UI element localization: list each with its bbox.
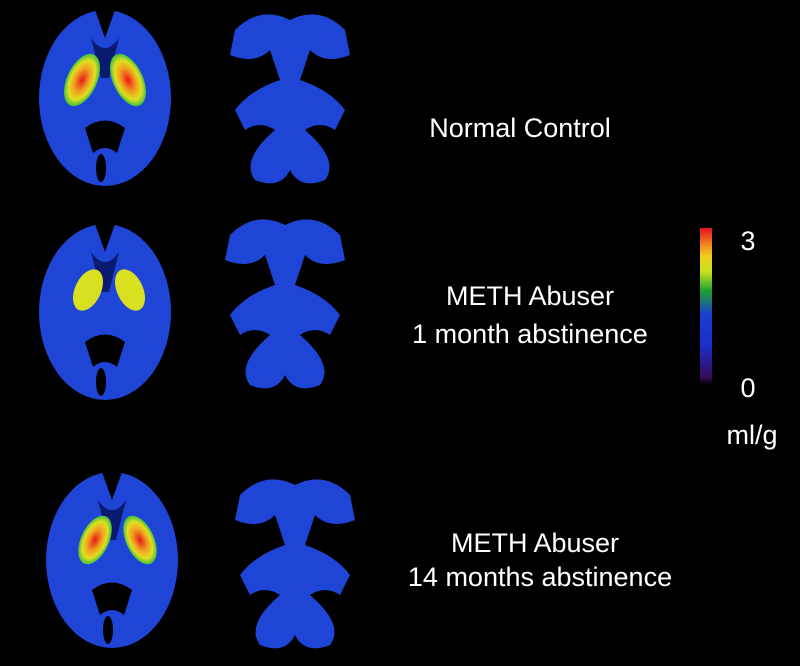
colorbar-gradient xyxy=(700,228,712,385)
striatum xyxy=(114,269,146,311)
scan-row: METH Abuser 14 months abstinence xyxy=(46,472,672,649)
row-label: 1 month abstinence xyxy=(412,319,648,349)
brain-scan xyxy=(39,224,171,400)
striatum xyxy=(63,53,101,107)
striatum xyxy=(78,515,112,565)
striatum xyxy=(109,53,147,107)
striatum xyxy=(123,515,157,565)
row-label: METH Abuser xyxy=(451,528,619,558)
brain-scan xyxy=(225,219,345,389)
brain-scan xyxy=(235,479,355,649)
colorbar-unit: ml/g xyxy=(726,420,777,450)
row-label: Normal Control xyxy=(429,113,611,143)
colorbar-max: 3 xyxy=(740,226,755,256)
colorbar: 3 0 ml/g xyxy=(700,226,778,450)
row-label: 14 months abstinence xyxy=(408,562,672,592)
scan-row: Normal Control xyxy=(39,10,611,186)
scan-row: METH Abuser 1 month abstinence xyxy=(39,219,648,400)
brain-scan xyxy=(230,14,350,184)
row-label: METH Abuser xyxy=(446,281,614,311)
brain-scan xyxy=(39,10,171,186)
striatum xyxy=(72,269,104,311)
colorbar-min: 0 xyxy=(740,373,755,403)
brain-scan xyxy=(46,472,178,648)
